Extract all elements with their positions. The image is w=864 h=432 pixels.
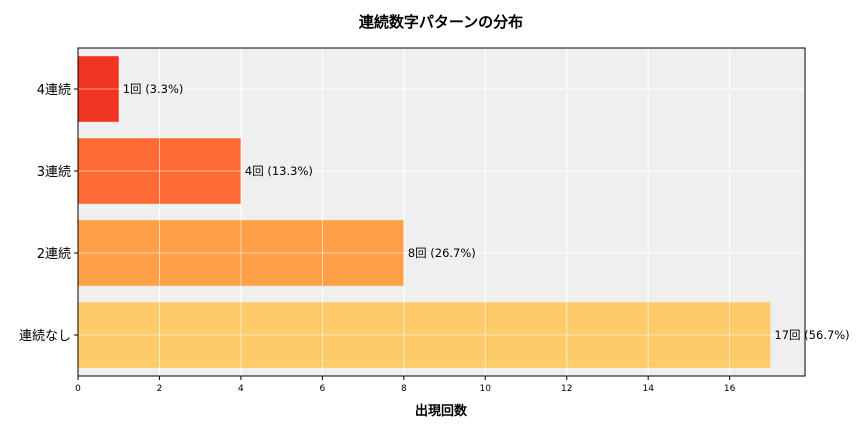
x-tick-label: 0 — [75, 384, 81, 394]
data-label: 8回 (26.7%) — [408, 246, 476, 260]
x-axis-label: 出現回数 — [415, 403, 468, 419]
chart-title: 連続数字パターンの分布 — [359, 13, 523, 31]
x-tick-label: 10 — [480, 384, 492, 394]
y-category-label: 2連続 — [37, 247, 71, 262]
y-category-label: 3連続 — [37, 165, 71, 180]
x-tick-label: 14 — [642, 384, 654, 394]
x-tick-label: 2 — [157, 384, 163, 394]
x-tick-label: 6 — [320, 384, 326, 394]
plot-frame — [77, 47, 806, 377]
x-tick-label: 16 — [724, 384, 736, 394]
data-label: 17回 (56.7%) — [774, 328, 849, 342]
data-label: 1回 (3.3%) — [123, 82, 184, 96]
bars — [78, 48, 805, 376]
x-tick-label: 4 — [238, 384, 244, 394]
y-category-label: 4連続 — [37, 83, 71, 98]
data-label: 4回 (13.3%) — [245, 164, 313, 178]
x-tick-label: 8 — [401, 384, 407, 394]
data-labels: 1回 (3.3%) 4回 (13.3%) 8回 (26.7%) 17回 (56.7%) — [123, 82, 850, 342]
y-category-label: 連続なし — [19, 329, 71, 344]
x-axis-ticks: 0 2 4 6 8 10 12 14 16 — [75, 376, 736, 394]
x-tick-label: 12 — [561, 384, 572, 394]
grid-overlay — [78, 48, 805, 376]
